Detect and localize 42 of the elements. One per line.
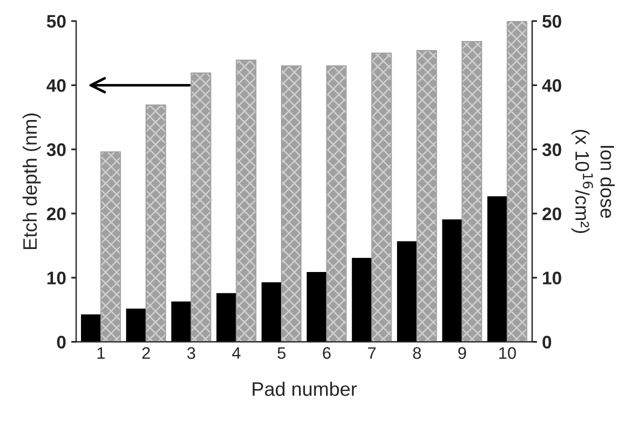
x-tick-label: 1 <box>98 347 105 359</box>
bar <box>371 52 392 342</box>
y-tick-label: 30 <box>46 143 66 156</box>
y-tick-label: 50 <box>46 14 66 28</box>
bar <box>506 21 528 342</box>
y2-axis-title: Ion dose (x 10$^{16}$/cm²) <box>571 130 615 233</box>
bar <box>280 65 302 342</box>
y2-tick-label: 30 <box>542 143 562 156</box>
bar <box>190 72 212 342</box>
bar <box>126 308 147 342</box>
x-tick-label: 2 <box>142 347 150 359</box>
y-tick-label: 20 <box>46 207 66 220</box>
y-tick-label: 10 <box>47 272 66 284</box>
y2-tick-label: 20 <box>542 207 562 220</box>
bar <box>306 272 328 342</box>
y2-tick-label: 0 <box>542 336 552 349</box>
bar <box>80 314 102 342</box>
bar <box>262 282 282 342</box>
y-axis-title: Etch depth (nm) <box>22 113 41 250</box>
bar <box>100 151 121 342</box>
x-tick-label: 3 <box>187 347 196 359</box>
x-tick-label: 8 <box>413 347 421 359</box>
y2-tick-label: 50 <box>542 14 562 28</box>
x-tick-label: 5 <box>278 347 286 359</box>
bar <box>462 41 482 342</box>
y2-tick-label: 10 <box>542 272 562 284</box>
x-tick-label: 6 <box>322 347 331 359</box>
y2-tick-label: 40 <box>542 79 562 92</box>
bar <box>171 302 192 342</box>
x-tick-label: 4 <box>232 347 241 359</box>
x-axis-title: Pad number <box>252 382 357 396</box>
x-tick-label: 7 <box>368 347 376 359</box>
bar <box>146 104 166 342</box>
bar <box>416 50 437 342</box>
bar <box>352 258 372 342</box>
x-tick-label: 10 <box>499 347 516 359</box>
bar <box>236 60 256 342</box>
y-tick-label: 40 <box>46 79 66 92</box>
x-tick-label: 9 <box>458 347 466 359</box>
y-tick-label: 0 <box>57 336 66 349</box>
bar <box>216 293 237 342</box>
bar <box>326 65 347 342</box>
